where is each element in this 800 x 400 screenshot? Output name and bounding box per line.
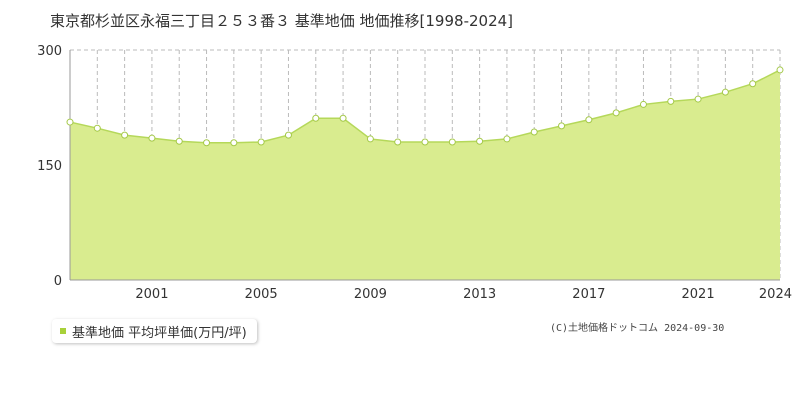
chart-title: 東京都杉並区永福三丁目２５３番３ 基準地価 地価推移[1998-2024] <box>50 12 514 30</box>
data-point <box>148 134 156 142</box>
x-tick-label: 2013 <box>463 287 496 302</box>
data-point <box>749 80 757 88</box>
y-tick-label: 150 <box>37 159 62 174</box>
x-tick-label: 2021 <box>682 287 715 302</box>
data-point <box>394 138 402 146</box>
data-point <box>203 139 211 147</box>
y-tick-label: 300 <box>37 44 62 59</box>
data-point <box>339 114 347 122</box>
x-tick-label: 2001 <box>135 287 168 302</box>
legend: 基準地価 平均坪単価(万円/坪) <box>52 319 257 343</box>
data-point <box>667 97 675 105</box>
data-point <box>639 100 647 108</box>
data-point <box>230 139 238 147</box>
data-point <box>312 114 320 122</box>
data-point <box>284 131 292 139</box>
legend-marker <box>60 328 66 334</box>
data-point <box>366 135 374 143</box>
data-point <box>612 109 620 117</box>
copyright-text: (C)土地価格ドットコム 2024-09-30 <box>550 323 725 334</box>
data-point <box>721 88 729 96</box>
data-point <box>694 95 702 103</box>
data-point <box>503 135 511 143</box>
data-point <box>66 118 74 126</box>
data-point <box>121 131 129 139</box>
x-tick-label: 2024 <box>759 287 792 302</box>
data-point <box>421 138 429 146</box>
data-point <box>257 138 265 146</box>
data-point <box>93 124 101 132</box>
data-point <box>585 116 593 124</box>
y-tick-label: 0 <box>54 274 62 289</box>
data-point <box>530 128 538 136</box>
data-point <box>175 137 183 145</box>
x-tick-label: 2005 <box>245 287 278 302</box>
data-point <box>558 122 566 130</box>
legend-label: 基準地価 平均坪単価(万円/坪) <box>72 325 247 341</box>
x-tick-label: 2017 <box>572 287 605 302</box>
data-point <box>476 137 484 145</box>
data-point <box>448 138 456 146</box>
x-tick-label: 2009 <box>354 287 387 302</box>
data-point <box>776 66 784 74</box>
area-fill <box>70 69 780 280</box>
